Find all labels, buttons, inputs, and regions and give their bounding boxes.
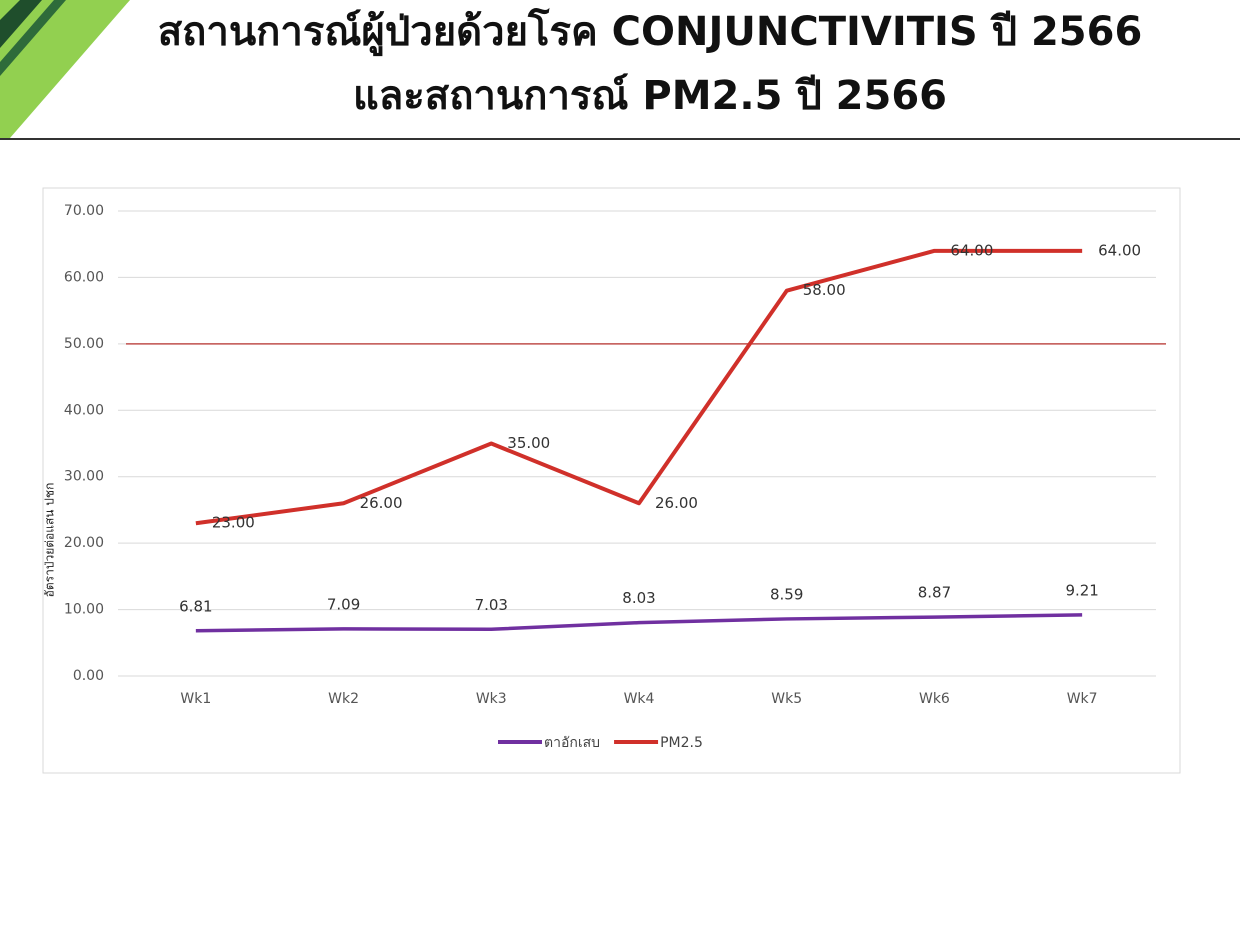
y-tick-label: 10.00	[64, 602, 104, 618]
chart-frame	[42, 187, 1181, 774]
legend-label: ตาอักเสบ	[544, 735, 600, 751]
y-axis-label: อัตราป่วยต่อแสน ปชก	[43, 483, 57, 598]
y-tick-label: 0.00	[73, 668, 104, 684]
data-label: 58.00	[803, 281, 846, 299]
series-line	[195, 613, 1083, 633]
data-label: 64.00	[1098, 241, 1141, 259]
title-line: สถานการณ์ผู้ป่วยด้วยโรค CONJUNCTIVITIS ป…	[158, 8, 1143, 56]
data-label: 26.00	[655, 494, 698, 512]
series-line	[195, 248, 1083, 526]
x-tick-label: Wk3	[476, 691, 507, 707]
y-tick-label: 30.00	[64, 469, 104, 485]
data-label: 23.00	[212, 514, 255, 532]
x-tick-label: Wk6	[919, 691, 950, 707]
y-tick-label: 20.00	[64, 535, 104, 551]
y-tick-label: 50.00	[64, 336, 104, 352]
x-tick-label: Wk7	[1067, 691, 1098, 707]
y-tick-label: 60.00	[64, 269, 104, 285]
decor-stripe	[0, 0, 66, 76]
legend-label: PM2.5	[660, 735, 703, 751]
data-label: 9.21	[1065, 581, 1098, 599]
title-line: และสถานการณ์ PM2.5 ปี 2566	[353, 73, 947, 119]
data-label: 6.81	[179, 597, 212, 615]
data-label: 64.00	[950, 241, 993, 259]
x-tick-label: Wk1	[180, 691, 211, 707]
x-tick-label: Wk2	[328, 691, 359, 707]
y-tick-label: 40.00	[64, 402, 104, 418]
data-label: 7.03	[475, 596, 508, 614]
data-label: 8.87	[918, 584, 951, 602]
data-label: 8.59	[770, 585, 803, 603]
decor-stripe	[0, 0, 42, 48]
data-label: 26.00	[360, 494, 403, 512]
data-label: 8.03	[622, 589, 655, 607]
y-tick-label: 70.00	[64, 203, 104, 219]
data-label: 35.00	[507, 434, 550, 452]
x-tick-label: Wk4	[624, 691, 655, 707]
x-tick-label: Wk5	[771, 691, 802, 707]
data-label: 7.09	[327, 595, 360, 613]
